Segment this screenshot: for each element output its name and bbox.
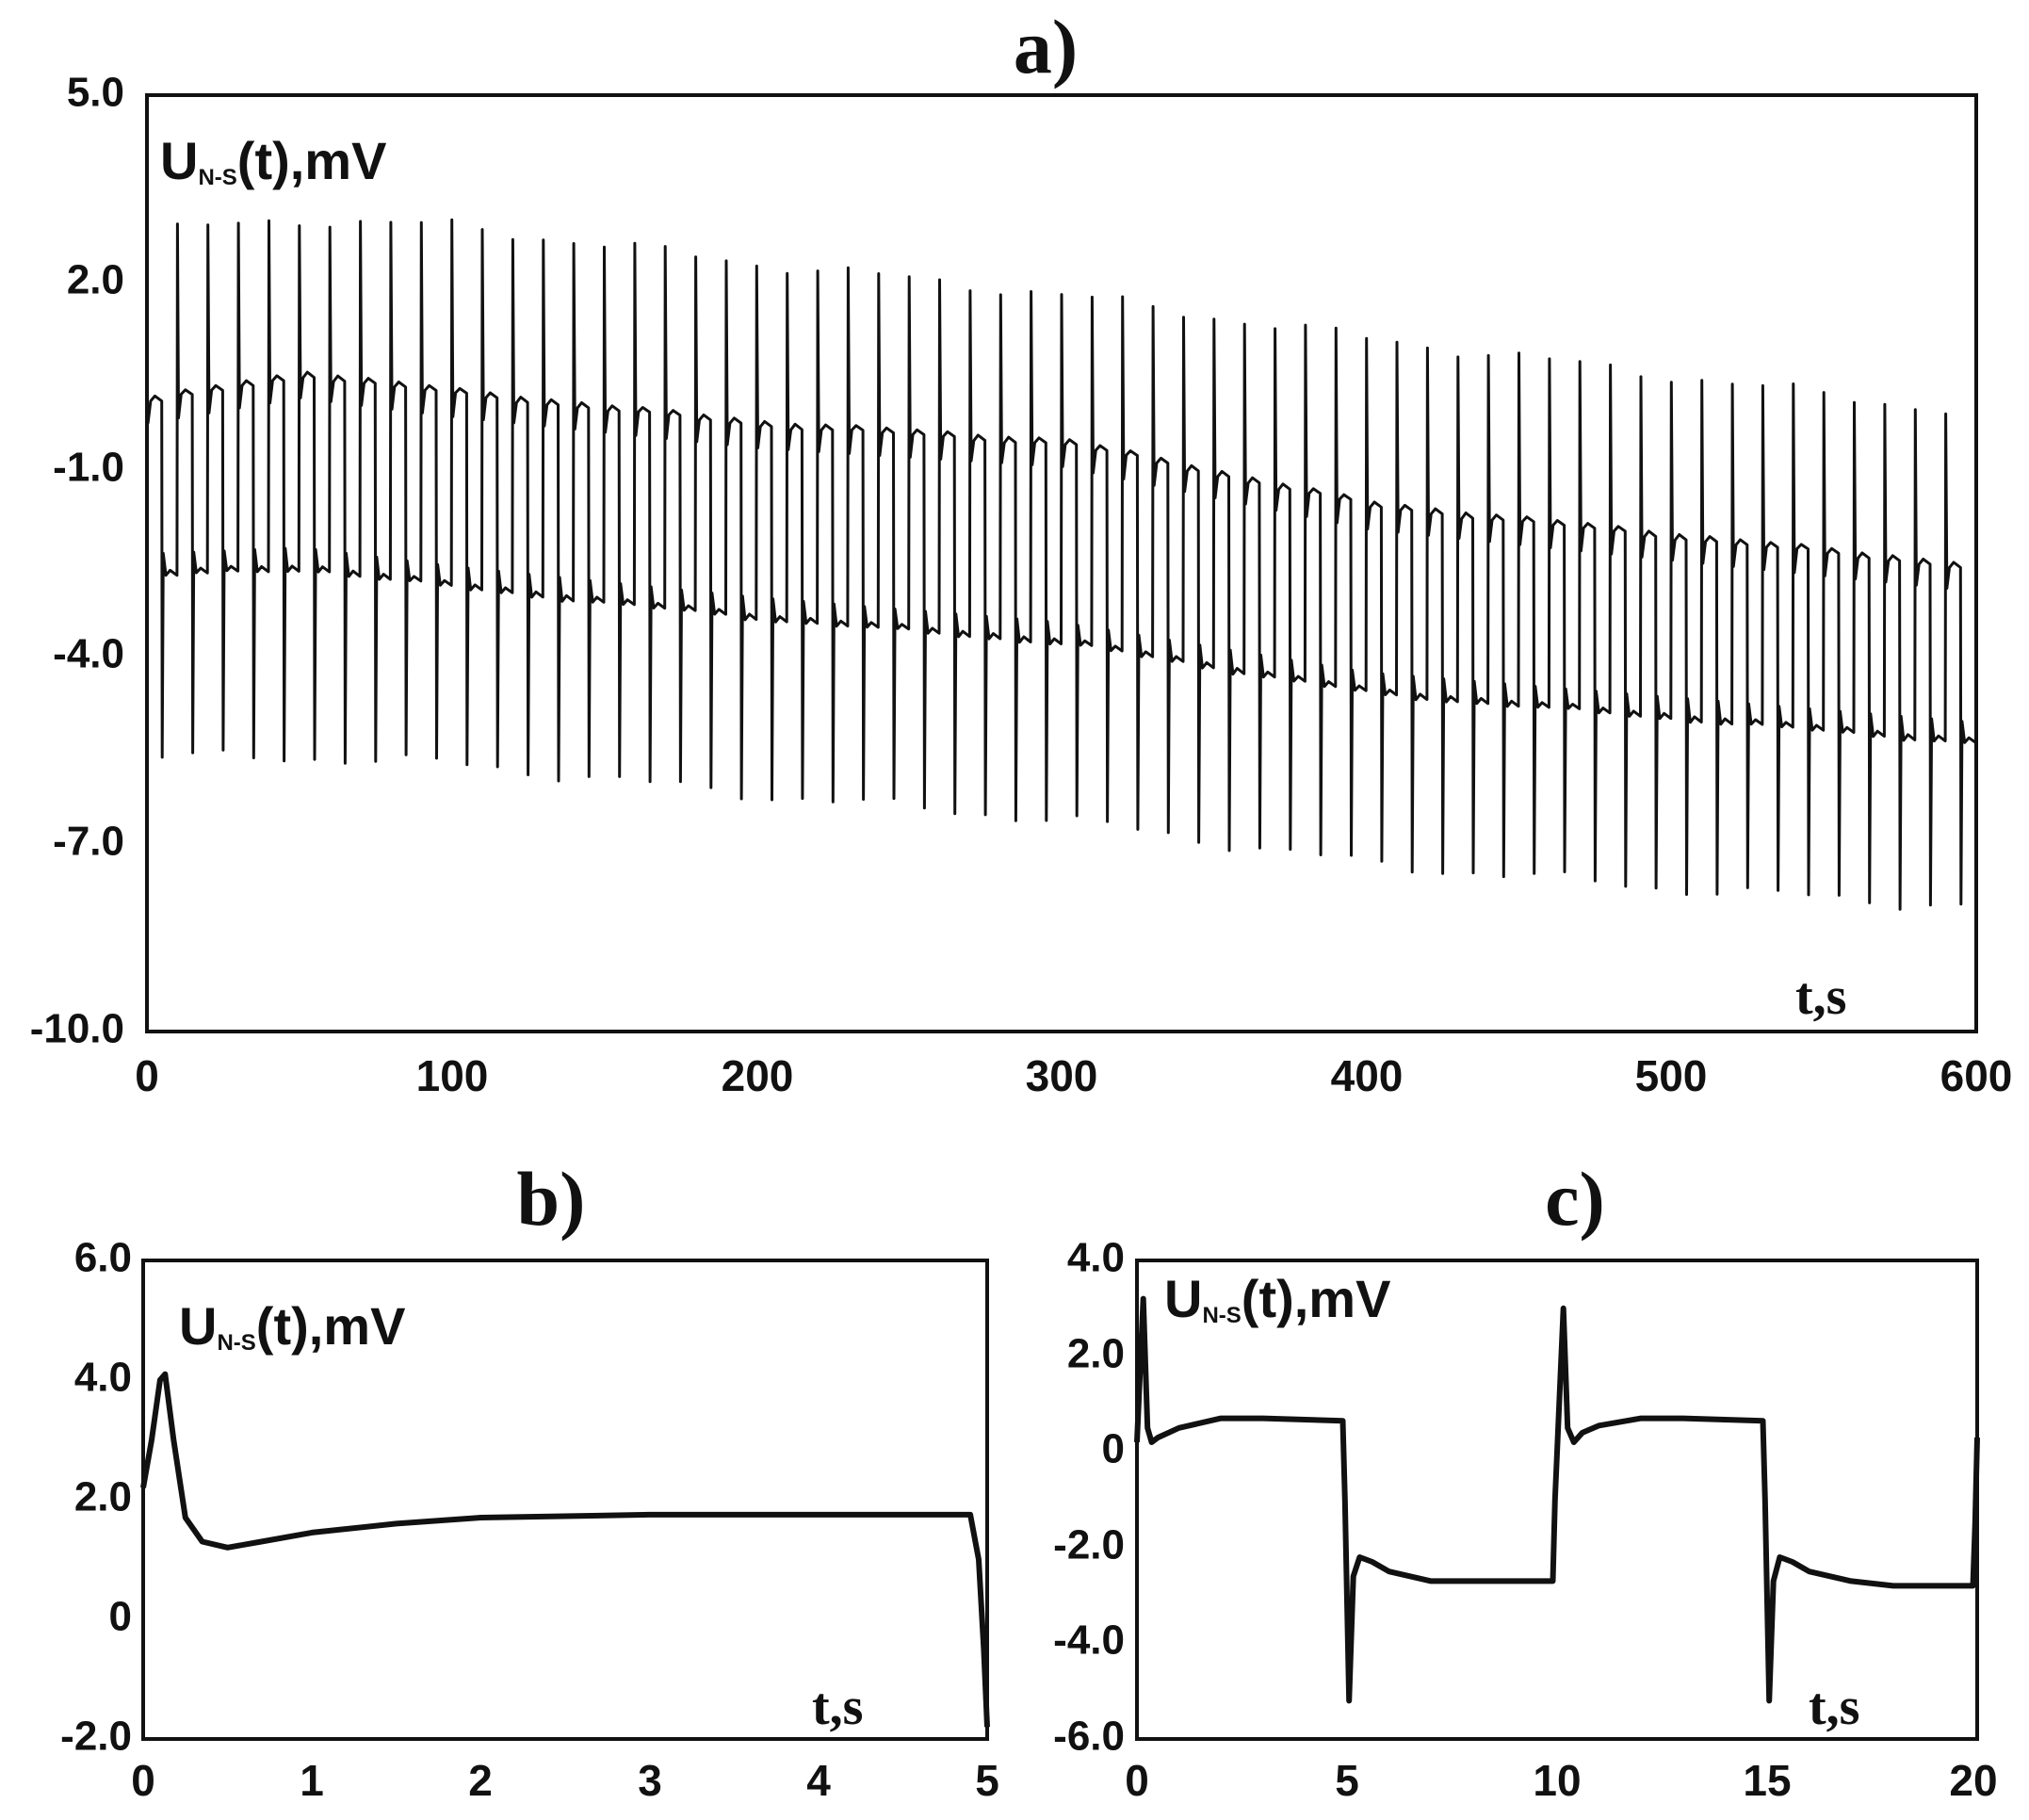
panel-a-xtick-label: 100 bbox=[416, 1051, 489, 1100]
panel-c-y-axis-label: UN-S(t),mV bbox=[1164, 1269, 1390, 1328]
panel-c-ytick-label: 0 bbox=[1102, 1426, 1125, 1472]
panel-a-ytick-label: -4.0 bbox=[53, 631, 124, 677]
panel-b-y-axis-label: UN-S(t),mV bbox=[179, 1296, 405, 1356]
panel-c-xtick-label: 0 bbox=[1125, 1756, 1149, 1805]
panel-c-xtick-label: 10 bbox=[1533, 1756, 1581, 1805]
panel-b-ytick-label: 0 bbox=[109, 1594, 132, 1640]
panel-b-x-axis-label: t,s bbox=[812, 1678, 863, 1736]
panel-a-x-axis-label: t,s bbox=[1795, 967, 1846, 1026]
panel-b-series-line bbox=[140, 1371, 990, 1728]
panel-a-series bbox=[145, 218, 1977, 911]
panel-c: c) 4.0 2.0 0 -2.0 -4.0 -6.0 0 5 10 15 20… bbox=[1053, 1156, 1997, 1805]
panel-b-xtick-label: 2 bbox=[468, 1756, 493, 1805]
panel-a-ytick-label: -1.0 bbox=[53, 445, 124, 491]
panel-a-xtick-label: 600 bbox=[1940, 1051, 2013, 1100]
panel-c-xtick-label: 5 bbox=[1335, 1756, 1359, 1805]
panel-b-x-tick-labels: 0 1 2 3 4 5 bbox=[131, 1756, 999, 1805]
panel-b-label: b) bbox=[517, 1156, 586, 1242]
panel-a-xtick-label: 300 bbox=[1026, 1051, 1098, 1100]
panel-b-ylabel-rest: (t),mV bbox=[256, 1296, 406, 1356]
panel-b: b) 6.0 4.0 2.0 0 -2.0 0 1 2 3 4 5 UN-S(t… bbox=[60, 1156, 999, 1805]
panel-c-ytick-label: -2.0 bbox=[1053, 1522, 1125, 1568]
panel-a-y-tick-labels: 5.0 2.0 -1.0 -4.0 -7.0 -10.0 bbox=[30, 70, 124, 1052]
panel-a-ylabel-main: U bbox=[160, 131, 198, 190]
panel-c-ytick-label: -6.0 bbox=[1053, 1714, 1125, 1760]
panel-b-xtick-label: 1 bbox=[300, 1756, 324, 1805]
panel-a-ylabel-rest: (t),mV bbox=[237, 131, 387, 190]
panel-a-label: a) bbox=[1014, 4, 1078, 89]
panel-c-ytick-label: 4.0 bbox=[1067, 1235, 1125, 1281]
panel-b-ytick-label: 2.0 bbox=[74, 1474, 132, 1520]
panel-c-y-tick-labels: 4.0 2.0 0 -2.0 -4.0 -6.0 bbox=[1053, 1235, 1125, 1760]
panel-b-ylabel-main: U bbox=[179, 1296, 217, 1356]
panel-c-x-axis-label: t,s bbox=[1809, 1678, 1859, 1736]
panel-c-xtick-label: 20 bbox=[1949, 1756, 1997, 1805]
panel-a-y-axis-label: UN-S(t),mV bbox=[160, 131, 386, 190]
panel-b-ytick-label: 4.0 bbox=[74, 1355, 132, 1401]
panel-c-ylabel-rest: (t),mV bbox=[1242, 1269, 1391, 1328]
panel-b-frame bbox=[141, 1259, 989, 1741]
panel-b-y-tick-labels: 6.0 4.0 2.0 0 -2.0 bbox=[60, 1235, 132, 1760]
panel-a-xtick-label: 200 bbox=[722, 1051, 794, 1100]
panel-c-x-tick-labels: 0 5 10 15 20 bbox=[1125, 1756, 1997, 1805]
panel-a-ytick-label: 2.0 bbox=[67, 257, 124, 303]
panel-a-ytick-label: 5.0 bbox=[67, 70, 124, 116]
panel-c-ylabel-sub: N-S bbox=[1202, 1303, 1241, 1328]
panel-a-xtick-label: 0 bbox=[135, 1051, 159, 1100]
panel-a-ytick-label: -10.0 bbox=[30, 1006, 124, 1052]
panel-a-series-line bbox=[145, 218, 1977, 911]
panel-a-frame bbox=[145, 93, 1978, 1033]
panel-b-xtick-label: 4 bbox=[806, 1756, 831, 1805]
panel-b-xtick-label: 5 bbox=[975, 1756, 999, 1805]
panel-a-ytick-label: -7.0 bbox=[53, 819, 124, 865]
panel-a-ylabel-sub: N-S bbox=[198, 165, 236, 190]
panel-a-xtick-label: 500 bbox=[1635, 1051, 1708, 1100]
panel-a-xtick-label: 400 bbox=[1331, 1051, 1404, 1100]
panel-a-x-tick-labels: 0 100 200 300 400 500 600 bbox=[135, 1051, 2012, 1100]
panel-b-xtick-label: 0 bbox=[131, 1756, 155, 1805]
panel-b-ylabel-sub: N-S bbox=[217, 1330, 255, 1356]
panel-b-ytick-label: 6.0 bbox=[74, 1235, 132, 1281]
panel-c-label: c) bbox=[1545, 1156, 1605, 1242]
panel-b-xtick-label: 3 bbox=[638, 1756, 662, 1805]
panel-c-ylabel-main: U bbox=[1164, 1269, 1202, 1328]
panel-c-ytick-label: 2.0 bbox=[1067, 1331, 1125, 1377]
panel-b-ytick-label: -2.0 bbox=[60, 1714, 132, 1760]
panel-a: a) 5.0 2.0 -1.0 -4.0 -7.0 -10.0 0 100 20… bbox=[30, 4, 2013, 1100]
panel-c-ytick-label: -4.0 bbox=[1053, 1617, 1125, 1664]
panel-c-series-line bbox=[1134, 1295, 1980, 1704]
panel-c-xtick-label: 15 bbox=[1743, 1756, 1791, 1805]
